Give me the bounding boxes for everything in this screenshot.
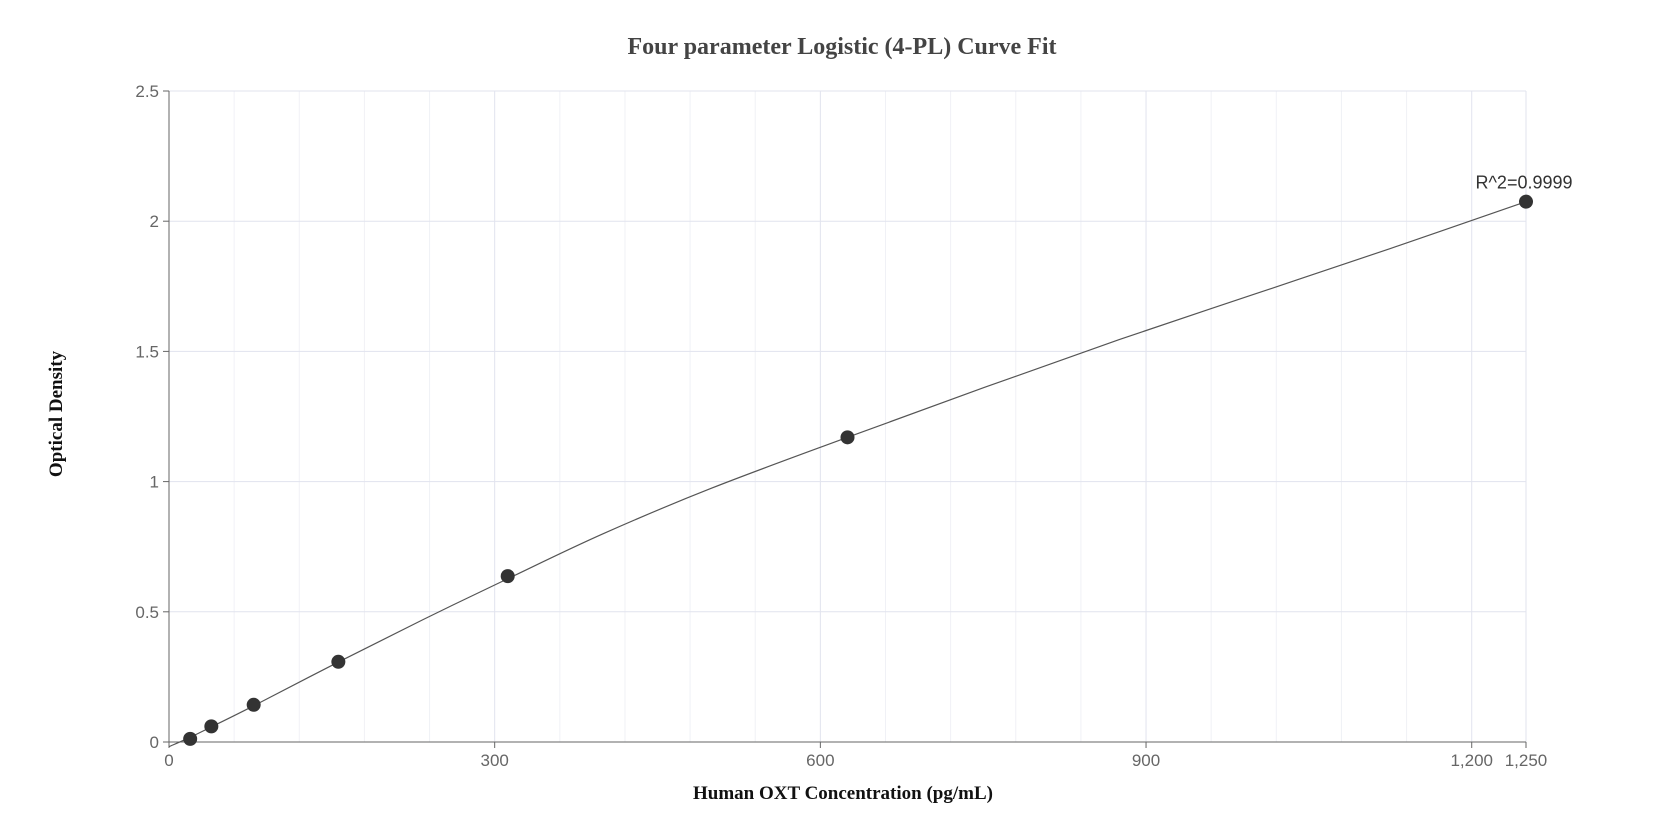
- data-point: [246, 697, 261, 712]
- x-axis-ticks: 0 300 600 900 1,200 1,250: [164, 742, 1547, 770]
- chart-title: Four parameter Logistic (4-PL) Curve Fit: [627, 34, 1056, 60]
- x-tick-label: 0: [164, 751, 173, 770]
- y-tick-label: 2.5: [135, 82, 159, 101]
- y-tick-label: 1: [150, 473, 159, 492]
- y-tick-label: 0.5: [135, 603, 159, 622]
- minor-grid: [233, 91, 1408, 742]
- y-tick-label: 2: [150, 212, 159, 231]
- x-axis-title: Human OXT Concentration (pg/mL): [693, 783, 993, 804]
- data-point: [183, 731, 198, 746]
- x-tick-label: 300: [480, 751, 508, 770]
- data-point: [331, 654, 346, 669]
- data-point: [840, 430, 855, 445]
- r-squared-annotation: R^2=0.9999: [1475, 173, 1572, 193]
- y-tick-label: 0: [150, 733, 159, 752]
- x-tick-label: 600: [806, 751, 834, 770]
- fit-curve-line: [168, 201, 1527, 748]
- y-tick-label: 1.5: [135, 342, 159, 361]
- y-axis-title: Optical Density: [46, 350, 67, 477]
- data-point: [1519, 194, 1533, 209]
- data-point: [500, 569, 515, 584]
- x-tick-label: 900: [1132, 751, 1160, 770]
- x-tick-label: 1,200: [1450, 751, 1493, 770]
- axes: [168, 91, 1526, 743]
- data-points: [183, 194, 1533, 746]
- major-grid: [169, 90, 1527, 742]
- y-axis-ticks: 0 0.5 1 1.5 2 2.5: [135, 82, 169, 752]
- data-point: [204, 719, 219, 734]
- x-tick-label: 1,250: [1505, 751, 1548, 770]
